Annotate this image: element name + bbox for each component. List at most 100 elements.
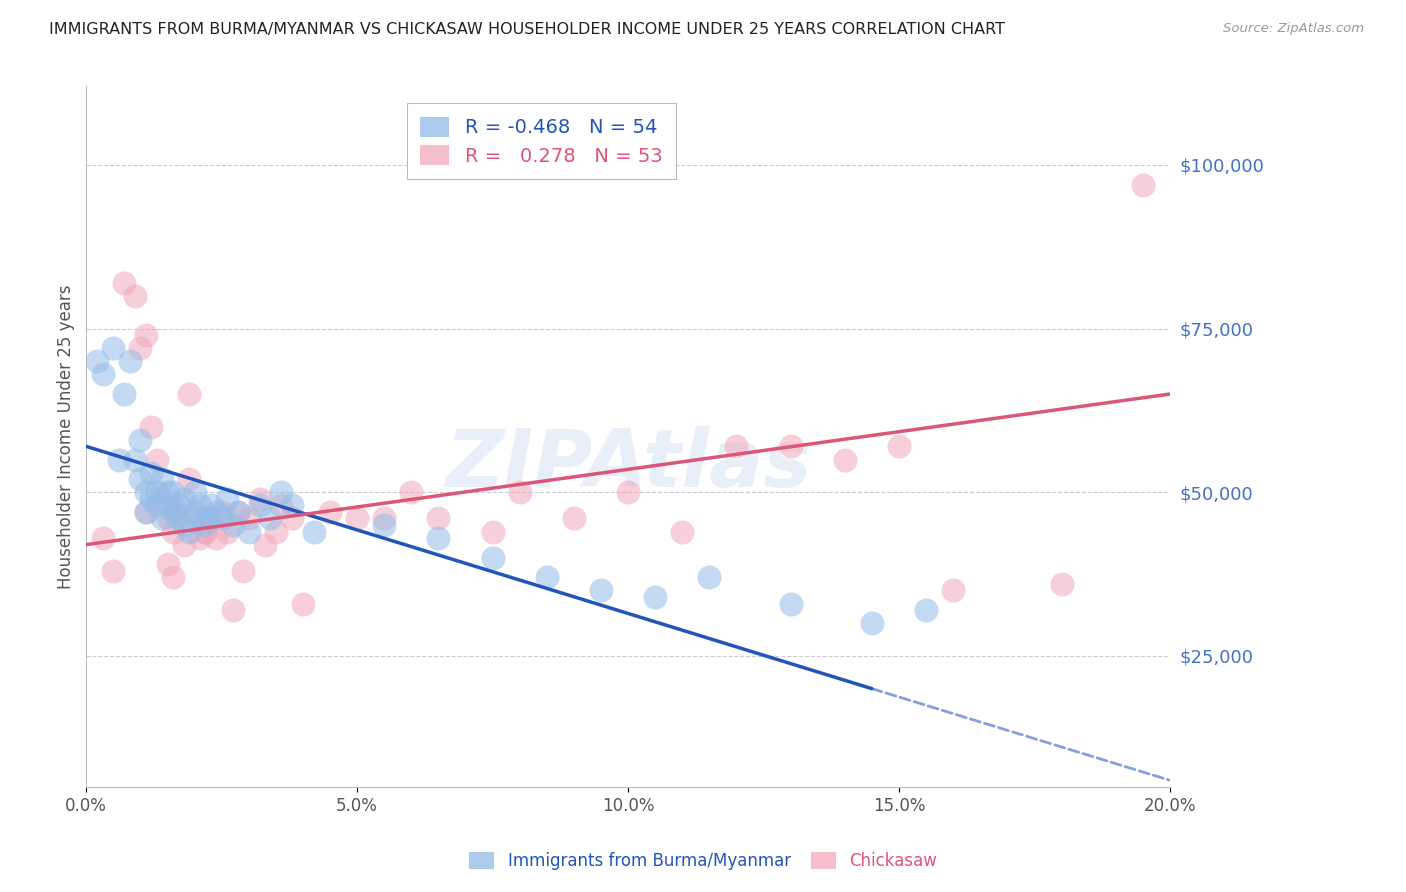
Point: [217, 491, 239, 506]
Point: [281, 511, 304, 525]
Text: ZIPAtlas: ZIPAtlas: [444, 425, 811, 504]
Point: [141, 419, 163, 434]
Point: [103, 564, 125, 578]
Point: [124, 452, 146, 467]
Point: [226, 505, 249, 519]
Point: [249, 491, 271, 506]
Point: [725, 439, 748, 453]
Point: [179, 472, 201, 486]
Point: [270, 485, 292, 500]
Point: [259, 511, 281, 525]
Point: [129, 341, 152, 355]
Point: [200, 511, 222, 525]
Legend: R = -0.468   N = 54, R =   0.278   N = 53: R = -0.468 N = 54, R = 0.278 N = 53: [406, 103, 676, 179]
Point: [183, 511, 205, 525]
Point: [179, 387, 201, 401]
Point: [232, 564, 254, 578]
Point: [264, 524, 287, 539]
Point: [91, 368, 114, 382]
Point: [589, 583, 612, 598]
Point: [156, 499, 179, 513]
Point: [183, 485, 205, 500]
Point: [779, 597, 801, 611]
Point: [156, 558, 179, 572]
Point: [238, 511, 260, 525]
Point: [617, 485, 640, 500]
Point: [887, 439, 910, 453]
Point: [860, 616, 883, 631]
Point: [834, 452, 856, 467]
Point: [254, 538, 277, 552]
Point: [135, 328, 157, 343]
Point: [481, 550, 503, 565]
Point: [107, 452, 129, 467]
Point: [509, 485, 531, 500]
Point: [942, 583, 965, 598]
Point: [194, 518, 217, 533]
Point: [226, 505, 249, 519]
Point: [156, 485, 179, 500]
Point: [249, 499, 271, 513]
Point: [270, 499, 292, 513]
Point: [150, 472, 173, 486]
Point: [86, 354, 108, 368]
Point: [200, 499, 222, 513]
Point: [481, 524, 503, 539]
Point: [188, 531, 211, 545]
Point: [302, 524, 325, 539]
Point: [167, 499, 190, 513]
Point: [536, 570, 558, 584]
Point: [162, 570, 184, 584]
Point: [1050, 577, 1073, 591]
Point: [150, 511, 173, 525]
Point: [150, 491, 173, 506]
Point: [281, 499, 304, 513]
Point: [162, 485, 184, 500]
Point: [292, 597, 315, 611]
Point: [205, 505, 228, 519]
Point: [173, 538, 195, 552]
Point: [211, 505, 233, 519]
Point: [112, 387, 135, 401]
Point: [135, 485, 157, 500]
Point: [346, 511, 368, 525]
Point: [156, 511, 179, 525]
Point: [401, 485, 423, 500]
Point: [183, 505, 205, 519]
Point: [124, 289, 146, 303]
Point: [112, 276, 135, 290]
Point: [162, 505, 184, 519]
Point: [373, 511, 395, 525]
Point: [427, 531, 450, 545]
Point: [1132, 178, 1154, 192]
Point: [194, 524, 217, 539]
Point: [145, 485, 167, 500]
Point: [162, 524, 184, 539]
Point: [188, 511, 211, 525]
Point: [211, 511, 233, 525]
Point: [129, 472, 152, 486]
Text: IMMIGRANTS FROM BURMA/MYANMAR VS CHICKASAW HOUSEHOLDER INCOME UNDER 25 YEARS COR: IMMIGRANTS FROM BURMA/MYANMAR VS CHICKAS…: [49, 22, 1005, 37]
Point: [91, 531, 114, 545]
Point: [562, 511, 585, 525]
Point: [141, 466, 163, 480]
Point: [167, 505, 190, 519]
Point: [671, 524, 693, 539]
Point: [135, 505, 157, 519]
Point: [221, 518, 243, 533]
Point: [238, 524, 260, 539]
Point: [217, 524, 239, 539]
Point: [427, 511, 450, 525]
Point: [173, 518, 195, 533]
Point: [167, 511, 190, 525]
Point: [205, 531, 228, 545]
Point: [221, 603, 243, 617]
Point: [173, 491, 195, 506]
Point: [141, 491, 163, 506]
Point: [699, 570, 721, 584]
Legend: Immigrants from Burma/Myanmar, Chickasaw: Immigrants from Burma/Myanmar, Chickasaw: [463, 845, 943, 877]
Point: [188, 499, 211, 513]
Point: [135, 505, 157, 519]
Y-axis label: Householder Income Under 25 years: Householder Income Under 25 years: [58, 285, 75, 589]
Point: [179, 524, 201, 539]
